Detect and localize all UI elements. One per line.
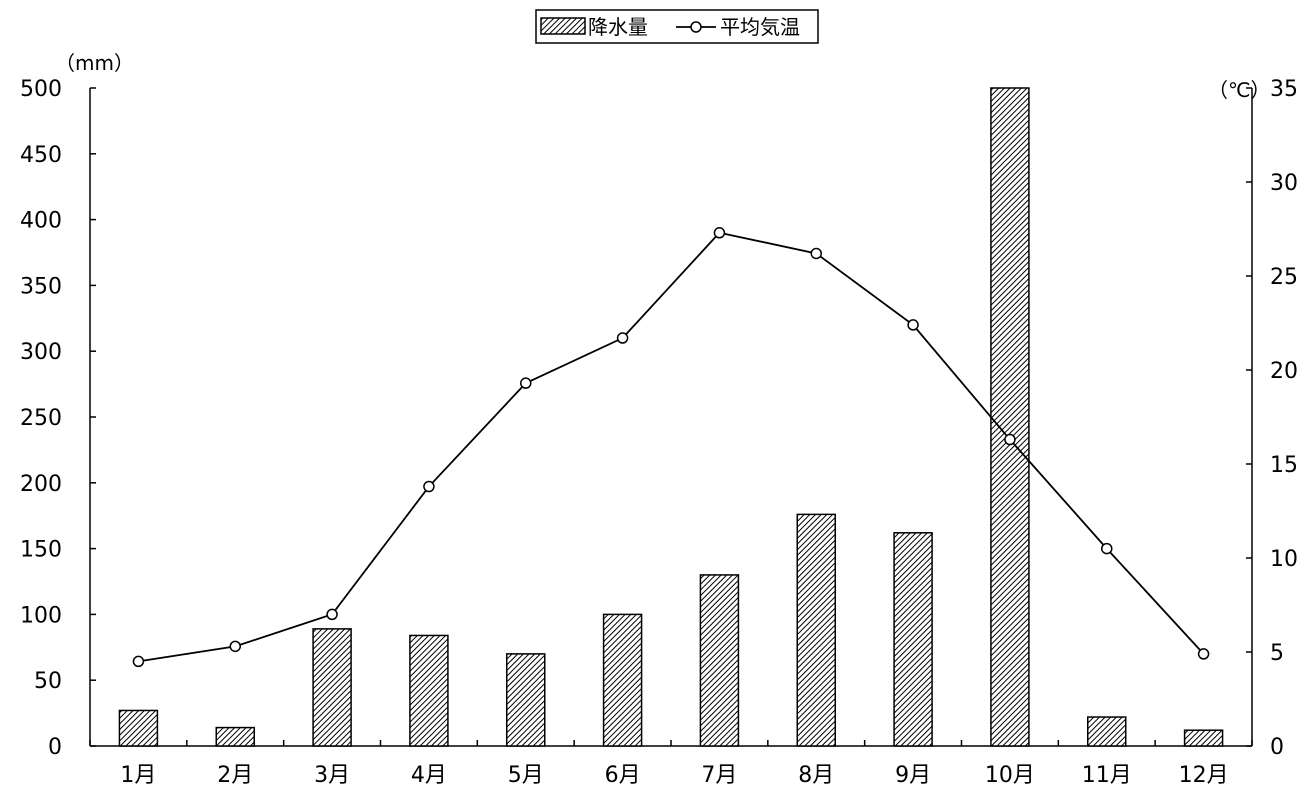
precipitation-bar — [1087, 716, 1127, 747]
precipitation-bar — [1183, 729, 1224, 747]
x-tick-label: 3月 — [314, 763, 350, 788]
precipitation-bar — [409, 634, 449, 747]
precipitation-bar — [796, 513, 836, 747]
x-ticks: 1月 2月 3月 4月 5月 6月 7月 8月 9月 10月 11月 12月 — [89, 740, 1253, 788]
precipitation-bars — [118, 87, 1224, 747]
y-left-tick-label: 250 — [20, 406, 62, 431]
y-right-tick-label: 5 — [1270, 641, 1284, 666]
y-left-unit: （mm） — [55, 51, 134, 75]
temperature-point — [423, 480, 435, 493]
x-tick-label: 2月 — [217, 763, 253, 788]
legend-bar-swatch — [540, 17, 586, 35]
temperature-point — [616, 332, 629, 344]
precipitation-bar — [893, 532, 933, 747]
legend-label-precipitation: 降水量 — [588, 15, 648, 39]
x-tick-label: 6月 — [605, 763, 641, 788]
temperature-point — [1004, 433, 1016, 446]
temperature-point — [520, 377, 532, 389]
y-left-tick-label: 200 — [20, 472, 62, 497]
temperature-point — [326, 608, 338, 621]
x-tick-label: 4月 — [411, 763, 447, 788]
y-left-tick-label: 400 — [20, 209, 62, 234]
x-tick-label: 8月 — [798, 763, 834, 788]
x-tick-label: 10月 — [985, 763, 1035, 788]
temperature-point — [907, 319, 919, 331]
legend-label-temperature: 平均気温 — [720, 15, 800, 39]
precipitation-bar — [602, 613, 643, 747]
y-left-tick-label: 150 — [20, 538, 62, 563]
temperature-point — [229, 640, 241, 653]
y-right-unit: （℃） — [1208, 78, 1270, 102]
y-right-tick-label: 30 — [1270, 171, 1298, 196]
y-right-tick-label: 0 — [1270, 735, 1284, 760]
y-left-tick-label: 500 — [20, 77, 62, 102]
precipitation-bar — [990, 87, 1030, 747]
precipitation-bar — [506, 653, 546, 747]
y-right-tick-label: 10 — [1270, 547, 1298, 572]
x-tick-label: 11月 — [1082, 763, 1132, 788]
y-left-tick-label: 350 — [20, 274, 62, 299]
legend: 降水量 平均気温 — [535, 9, 819, 44]
temperature-point — [1197, 648, 1210, 660]
x-tick-label: 7月 — [701, 763, 737, 788]
y-right-tick-label: 15 — [1270, 453, 1298, 478]
precipitation-bar — [215, 726, 255, 747]
temperature-point — [810, 247, 822, 260]
temperature-line — [132, 227, 1210, 668]
y-left-tick-label: 100 — [20, 603, 62, 628]
y-left-tick-label: 450 — [20, 143, 62, 168]
temperature-point — [1101, 542, 1113, 555]
x-tick-label: 1月 — [120, 763, 156, 788]
x-tick-label: 9月 — [895, 763, 931, 788]
temperature-point — [132, 655, 145, 668]
y-right-tick-label: 25 — [1270, 265, 1298, 290]
y-left-tick-label: 300 — [20, 340, 62, 365]
temperature-point — [713, 227, 726, 239]
y-right-tick-label: 20 — [1270, 359, 1298, 384]
precipitation-bar — [118, 709, 159, 747]
y-left-ticks: 0 50 100 150 200 250 300 350 400 450 500 — [20, 77, 96, 760]
legend-line-marker — [690, 21, 702, 33]
x-tick-label: 12月 — [1179, 763, 1229, 788]
y-right-ticks: 0 5 10 15 20 25 30 35 — [1246, 77, 1298, 760]
y-left-tick-label: 0 — [48, 735, 62, 760]
precipitation-bar — [699, 574, 740, 747]
precipitation-bar — [312, 628, 352, 747]
y-left-tick-label: 50 — [34, 669, 62, 694]
y-right-tick-label: 35 — [1270, 77, 1298, 102]
temperature-line-path — [138, 231, 1205, 663]
x-tick-label: 5月 — [508, 763, 544, 788]
